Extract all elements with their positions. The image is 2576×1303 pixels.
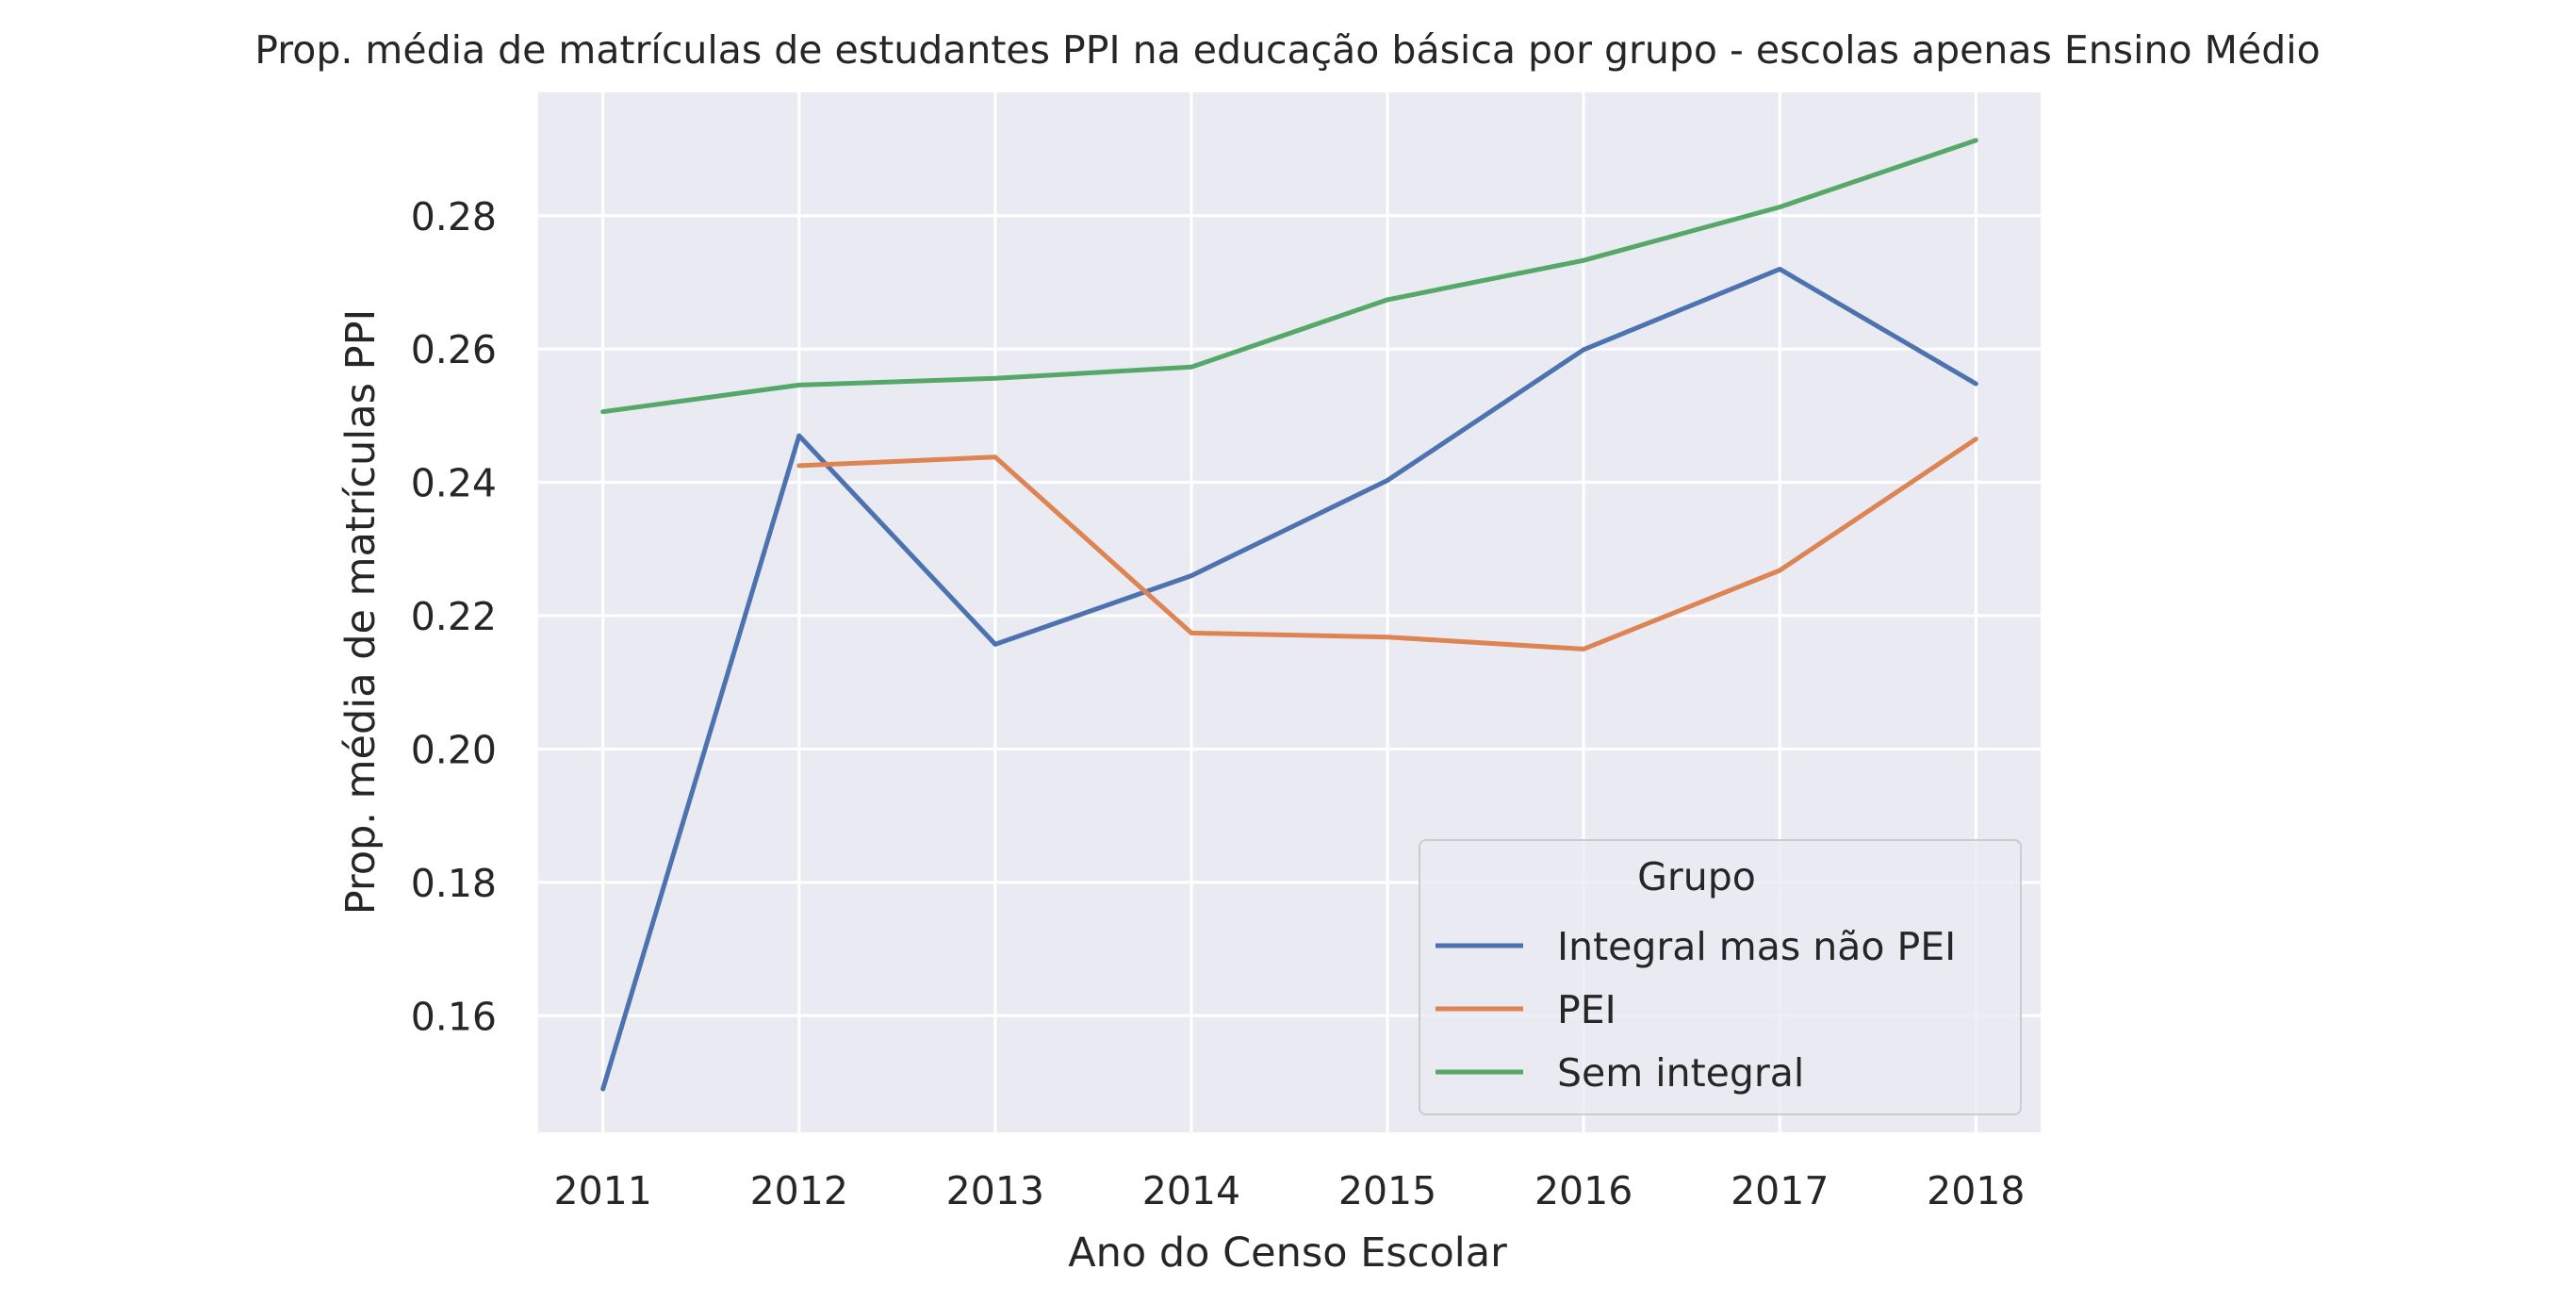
y-axis-label: Prop. média de matrículas PPI [337, 309, 385, 915]
series-line-pei [796, 437, 1978, 652]
y-tick-label: 0.24 [411, 461, 497, 506]
legend-label-sem-integral: Sem integral [1557, 1050, 1804, 1096]
y-tick-label: 0.18 [411, 861, 497, 906]
x-tick-labels: 2011 2012 2013 2014 2015 2016 2017 2018 [553, 1168, 2025, 1213]
y-tick-label: 0.20 [411, 727, 497, 772]
y-tick-label: 0.26 [411, 327, 497, 372]
x-tick-label: 2016 [1534, 1168, 1633, 1213]
legend-title: Grupo [1637, 854, 1756, 899]
legend-box [1419, 839, 2022, 1115]
x-axis-label: Ano do Censo Escolar [1068, 1229, 1507, 1277]
y-tick-label: 0.16 [411, 994, 497, 1039]
y-tick-labels: 0.16 0.18 0.20 0.22 0.24 0.26 0.28 [411, 194, 497, 1039]
y-tick-label: 0.22 [411, 594, 497, 639]
legend: Grupo Integral mas não PEI PEI Sem integra… [1419, 839, 2022, 1115]
series-line-sem-integral [600, 138, 1978, 415]
x-tick-label: 2012 [750, 1168, 848, 1213]
x-tick-label: 2011 [553, 1168, 651, 1213]
chart-title: Prop. média de matrículas de estudantes … [254, 27, 2320, 73]
x-tick-label: 2015 [1338, 1168, 1436, 1213]
x-tick-label: 2013 [946, 1168, 1044, 1213]
legend-label-pei: PEI [1557, 987, 1616, 1032]
legend-label-integral-mas-nao-pei: Integral mas não PEI [1557, 924, 1956, 969]
y-tick-label: 0.28 [411, 194, 497, 239]
x-tick-label: 2017 [1731, 1168, 1829, 1213]
x-tick-label: 2014 [1142, 1168, 1240, 1213]
x-tick-label: 2018 [1927, 1168, 2025, 1213]
series-line-integral-mas-nao-pei [600, 266, 1978, 1092]
series-lines [600, 138, 1978, 1092]
